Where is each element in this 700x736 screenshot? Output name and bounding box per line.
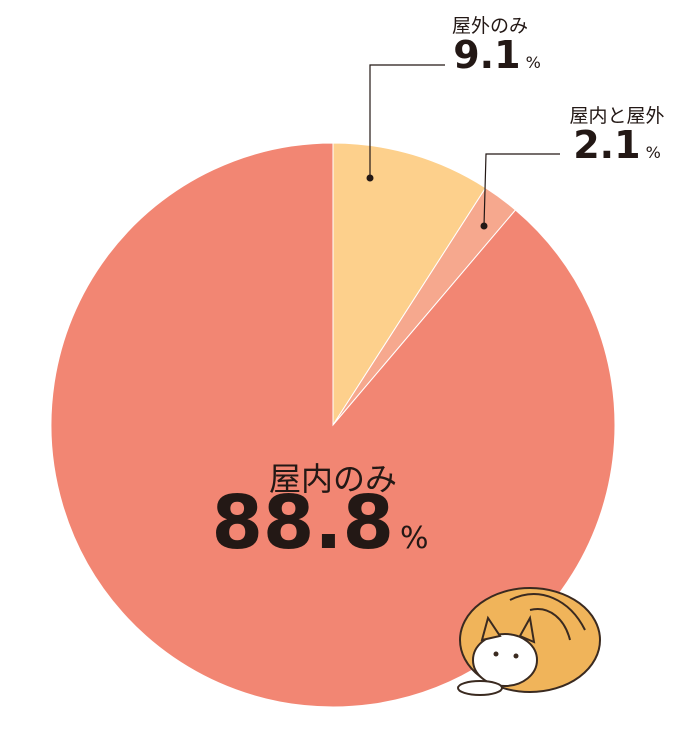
leader-line [369, 64, 445, 178]
category-label: 屋内と屋外 [569, 105, 664, 127]
leader-dot [366, 174, 374, 182]
value-label: 9.1% [453, 33, 541, 77]
value-number: 9.1 [453, 33, 520, 77]
pie [50, 142, 616, 708]
value-unit: % [526, 53, 541, 72]
category-label: 屋内のみ [269, 460, 397, 498]
value-number: 88.8 [211, 480, 394, 566]
value-label: 88.8% [211, 480, 428, 566]
leader-line [483, 153, 560, 227]
pie-slice [332, 142, 487, 427]
cat-illustration [457, 587, 601, 696]
value-number: 2.1 [573, 123, 640, 167]
category-label: 屋外のみ [452, 15, 528, 37]
value-unit: % [400, 521, 429, 556]
value-unit: % [646, 143, 661, 162]
value-label: 2.1% [573, 123, 661, 167]
pie-slice [50, 142, 616, 708]
leader-dot [480, 222, 488, 230]
